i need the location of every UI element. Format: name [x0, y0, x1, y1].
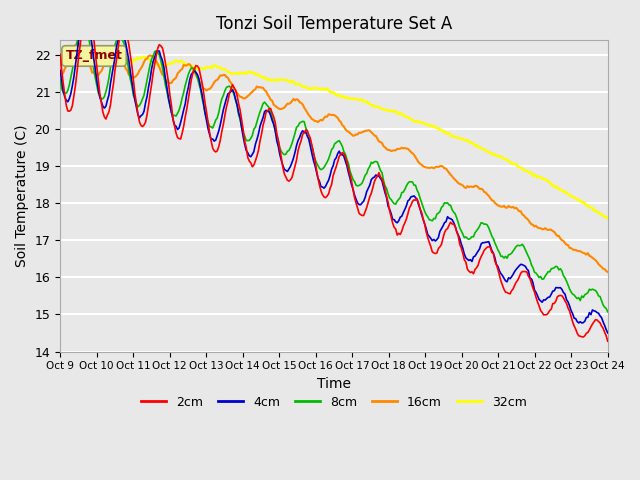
X-axis label: Time: Time — [317, 377, 351, 391]
Text: TZ_fmet: TZ_fmet — [66, 49, 122, 62]
Y-axis label: Soil Temperature (C): Soil Temperature (C) — [15, 125, 29, 267]
Title: Tonzi Soil Temperature Set A: Tonzi Soil Temperature Set A — [216, 15, 452, 33]
Legend: 2cm, 4cm, 8cm, 16cm, 32cm: 2cm, 4cm, 8cm, 16cm, 32cm — [136, 391, 532, 414]
